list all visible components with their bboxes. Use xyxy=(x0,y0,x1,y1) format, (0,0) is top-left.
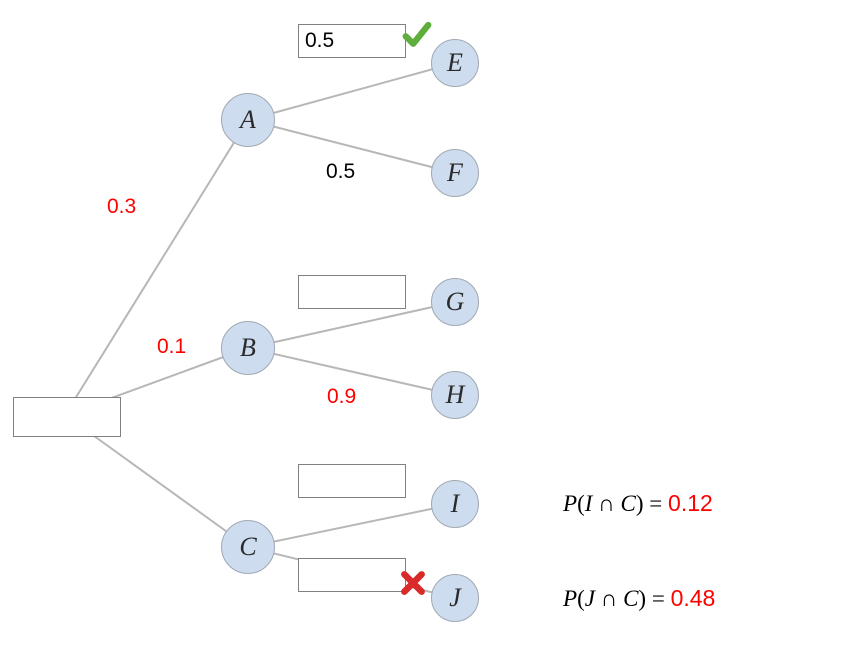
root-input[interactable] xyxy=(13,397,121,437)
input-AE[interactable]: 0.5 xyxy=(298,24,406,58)
result-I: P(I ∩ C) = 0.12 xyxy=(563,490,713,517)
node-H: H xyxy=(431,371,479,419)
node-E: E xyxy=(431,39,479,87)
node-A-label: A xyxy=(240,105,256,135)
result-I-P: P xyxy=(563,491,577,516)
node-I-label: I xyxy=(451,489,460,519)
node-A: A xyxy=(221,93,275,147)
input-BG[interactable] xyxy=(298,275,406,309)
edge-label-F: 0.5 xyxy=(326,160,355,184)
node-E-label: E xyxy=(447,48,463,78)
edge-label-B: 0.1 xyxy=(157,335,186,359)
node-I: I xyxy=(431,480,479,528)
edge-label-H: 0.9 xyxy=(327,385,356,409)
node-C: C xyxy=(221,520,275,574)
edge-label-A: 0.3 xyxy=(107,195,136,219)
result-J-P: P xyxy=(563,586,577,611)
node-G-label: G xyxy=(446,287,465,317)
result-J: P(J ∩ C) = 0.48 xyxy=(563,585,715,612)
node-B-label: B xyxy=(240,333,256,363)
node-F: F xyxy=(431,149,479,197)
node-G: G xyxy=(431,278,479,326)
tree-edges xyxy=(0,0,868,658)
probability-tree-diagram: A B C E F G H I J 0.3 0.1 0.5 0.9 0.5 P(… xyxy=(0,0,868,658)
cross-icon xyxy=(400,570,426,596)
node-J-label: J xyxy=(449,583,461,613)
node-C-label: C xyxy=(239,532,256,562)
node-J: J xyxy=(431,574,479,622)
input-CI[interactable] xyxy=(298,464,406,498)
node-B: B xyxy=(221,321,275,375)
node-H-label: H xyxy=(446,380,465,410)
check-icon xyxy=(402,20,432,50)
input-CJ[interactable] xyxy=(298,558,406,592)
node-F-label: F xyxy=(447,158,463,188)
